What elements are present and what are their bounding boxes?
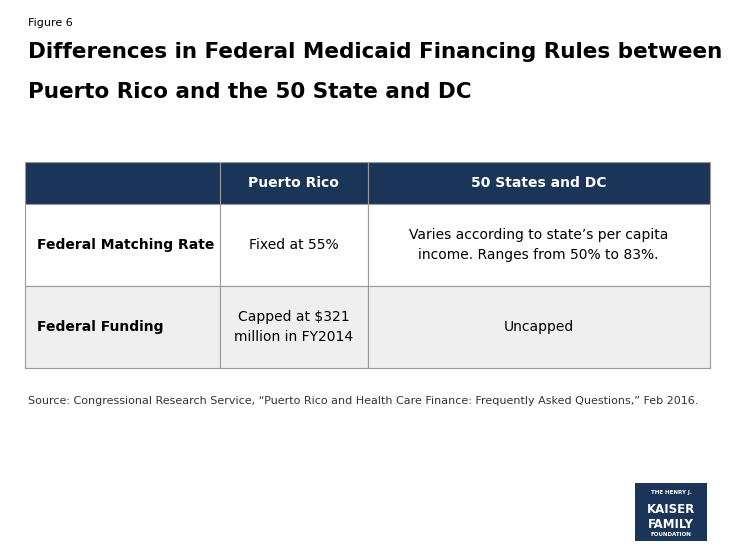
Text: 50 States and DC: 50 States and DC: [471, 176, 606, 190]
Bar: [368, 286, 710, 368]
Text: Federal Matching Rate: Federal Matching Rate: [37, 238, 215, 252]
Text: Source: Congressional Research Service, “Puerto Rico and Health Care Finance: Fr: Source: Congressional Research Service, …: [28, 396, 698, 406]
Bar: [368, 162, 710, 204]
Text: Fixed at 55%: Fixed at 55%: [249, 238, 339, 252]
Bar: [220, 204, 368, 286]
Text: Federal Funding: Federal Funding: [37, 320, 163, 334]
Text: Capped at $321
million in FY2014: Capped at $321 million in FY2014: [234, 310, 354, 344]
Text: Puerto Rico and the 50 State and DC: Puerto Rico and the 50 State and DC: [28, 82, 472, 102]
Bar: [220, 286, 368, 368]
Text: KAISER: KAISER: [647, 503, 695, 516]
Bar: [25, 286, 221, 368]
Bar: [25, 162, 221, 204]
Bar: [635, 483, 707, 541]
Text: Differences in Federal Medicaid Financing Rules between: Differences in Federal Medicaid Financin…: [28, 42, 723, 62]
Text: FOUNDATION: FOUNDATION: [650, 532, 692, 537]
Text: Puerto Rico: Puerto Rico: [248, 176, 340, 190]
Text: FAMILY: FAMILY: [648, 518, 694, 531]
Text: Uncapped: Uncapped: [503, 320, 574, 334]
Bar: [368, 204, 710, 286]
Text: Figure 6: Figure 6: [28, 18, 73, 28]
Bar: [25, 204, 221, 286]
Text: Varies according to state’s per capita
income. Ranges from 50% to 83%.: Varies according to state’s per capita i…: [409, 228, 668, 262]
Text: THE HENRY J.: THE HENRY J.: [650, 490, 692, 495]
Bar: [220, 162, 368, 204]
